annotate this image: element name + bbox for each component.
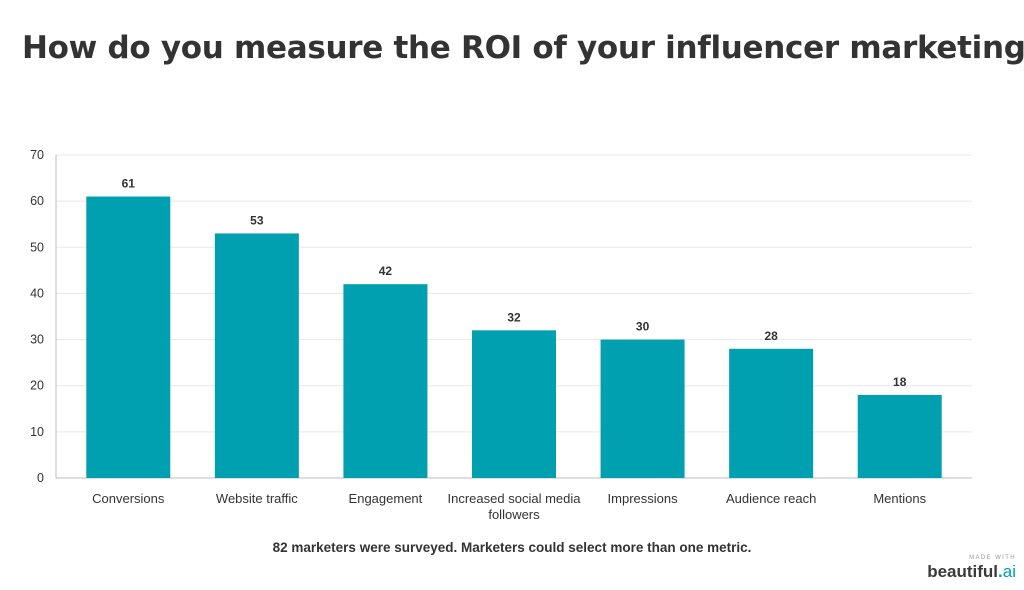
bar-value-label: 42 bbox=[379, 264, 393, 278]
bar bbox=[214, 233, 299, 478]
data-labels: 61 53 42 32 30 28 18 bbox=[122, 177, 907, 389]
bar bbox=[729, 348, 814, 478]
brand-dot: . bbox=[998, 562, 1003, 581]
made-with-text: MADE WITH bbox=[969, 555, 1016, 561]
y-tick-label: 10 bbox=[30, 425, 44, 439]
made-with-badge[interactable]: MADE WITH beautiful.ai bbox=[927, 555, 1016, 582]
bar-value-label: 30 bbox=[636, 320, 650, 334]
bar-chart: 0 10 20 30 40 50 60 70 61 53 42 32 30 28 18 Conversio… bbox=[30, 148, 972, 522]
x-tick-label: Increased social media followers bbox=[448, 491, 582, 522]
x-tick-label: Audience reach bbox=[726, 491, 816, 506]
y-axis-ticks: 0 10 20 30 40 50 60 70 bbox=[30, 148, 44, 485]
bar bbox=[343, 284, 428, 478]
y-tick-label: 50 bbox=[30, 240, 44, 254]
x-tick-label: Website traffic bbox=[216, 491, 298, 506]
y-tick-label: 20 bbox=[30, 379, 44, 393]
x-tick-label: Mentions bbox=[873, 491, 926, 506]
y-tick-label: 0 bbox=[37, 471, 44, 485]
bar bbox=[472, 330, 556, 478]
bar-value-label: 28 bbox=[764, 329, 778, 343]
bar bbox=[600, 339, 685, 478]
x-tick-label: Conversions bbox=[92, 491, 165, 506]
x-tick-label: Impressions bbox=[608, 491, 679, 506]
brand-name: beautiful bbox=[927, 562, 999, 581]
y-tick-label: 70 bbox=[30, 148, 44, 162]
bar-value-label: 18 bbox=[893, 375, 907, 389]
bars bbox=[86, 196, 942, 478]
bar bbox=[857, 394, 942, 478]
brand-logo: beautiful.ai bbox=[927, 562, 1016, 582]
chart-title: How do you measure the ROI of your influ… bbox=[22, 30, 1024, 66]
brand-suffix: ai bbox=[1002, 562, 1016, 581]
bar-value-label: 32 bbox=[507, 310, 521, 324]
x-axis-ticks: Conversions Website traffic Engagement Incr… bbox=[92, 491, 926, 522]
bar bbox=[86, 196, 171, 478]
chart-caption: 82 marketers were surveyed. Marketers co… bbox=[272, 540, 752, 555]
y-tick-label: 30 bbox=[30, 333, 44, 347]
y-tick-label: 40 bbox=[30, 286, 44, 300]
bar-value-label: 61 bbox=[122, 177, 136, 191]
x-tick-label: Engagement bbox=[349, 491, 423, 506]
bar-value-label: 53 bbox=[250, 213, 264, 227]
y-tick-label: 60 bbox=[30, 194, 44, 208]
